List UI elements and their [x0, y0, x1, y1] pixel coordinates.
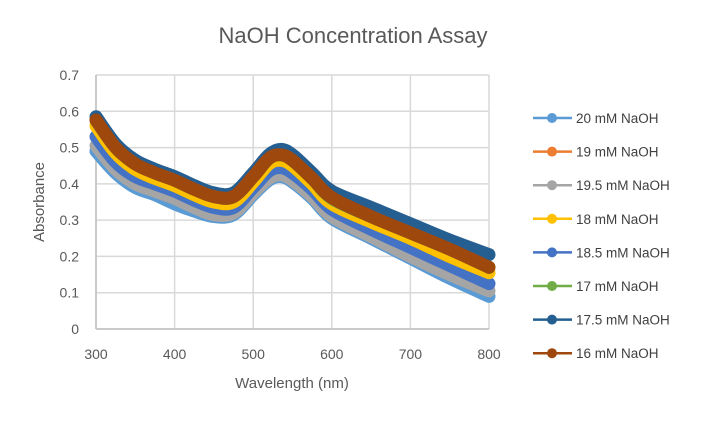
legend-label: 19 mM NaOH [576, 145, 659, 160]
y-tick-label: 0.5 [60, 140, 80, 156]
y-tick-label: 0.3 [60, 212, 80, 228]
legend-marker [547, 247, 557, 258]
legend-marker [547, 180, 557, 191]
x-tick-label: 700 [399, 346, 423, 362]
y-tick-label: 0 [71, 321, 79, 337]
gridlines [95, 74, 490, 330]
legend-item: 19 mM NaOH [533, 145, 659, 160]
legend-item: 20 mM NaOH [533, 111, 659, 126]
legend-marker [547, 213, 557, 224]
legend-item: 18 mM NaOH [533, 212, 659, 227]
x-axis-label: Wavelength (nm) [235, 375, 349, 392]
y-tick-label: 0.6 [60, 103, 80, 119]
y-tick-label: 0.1 [60, 285, 80, 301]
legend-item: 18.5 mM NaOH [533, 245, 670, 260]
legend-marker [547, 113, 557, 123]
x-tick-label: 800 [477, 346, 501, 362]
legend-marker [547, 146, 557, 157]
chart-title: NaOH Concentration Assay [218, 23, 487, 48]
legend-marker [547, 281, 557, 291]
legend-item: 19.5 mM NaOH [533, 178, 670, 193]
legend-item: 16 mM NaOH [533, 346, 659, 361]
legend-label: 19.5 mM NaOH [576, 178, 670, 193]
y-tick-label: 0.7 [60, 67, 80, 83]
x-axis-ticks: 300 400 500 600 700 800 [84, 346, 501, 362]
legend: 20 mM NaOH 19 mM NaOH 19.5 mM NaOH 18 mM Na… [533, 111, 670, 361]
x-tick-label: 500 [242, 346, 266, 362]
legend-marker [547, 314, 557, 325]
legend-marker [547, 348, 557, 359]
legend-item: 17 mM NaOH [533, 279, 659, 294]
series-group [89, 110, 496, 303]
legend-label: 17 mM NaOH [576, 279, 659, 294]
legend-label: 18.5 mM NaOH [576, 245, 670, 260]
y-axis-ticks: 0 0.1 0.2 0.3 0.4 0.5 0.6 0.7 [60, 67, 80, 337]
spreadsheet-edge [0, 418, 706, 421]
y-tick-label: 0.4 [60, 176, 80, 192]
x-tick-label: 400 [163, 346, 187, 362]
y-axis-label: Absorbance [31, 162, 48, 242]
legend-label: 16 mM NaOH [576, 346, 659, 361]
legend-label: 20 mM NaOH [576, 111, 659, 126]
x-tick-label: 300 [84, 346, 108, 362]
x-tick-label: 600 [320, 346, 344, 362]
series-line-16-mm-naoh [89, 113, 496, 274]
legend-label: 18 mM NaOH [576, 212, 659, 227]
y-tick-label: 0.2 [60, 248, 80, 264]
legend-label: 17.5 mM NaOH [576, 313, 670, 328]
legend-item: 17.5 mM NaOH [533, 313, 670, 328]
